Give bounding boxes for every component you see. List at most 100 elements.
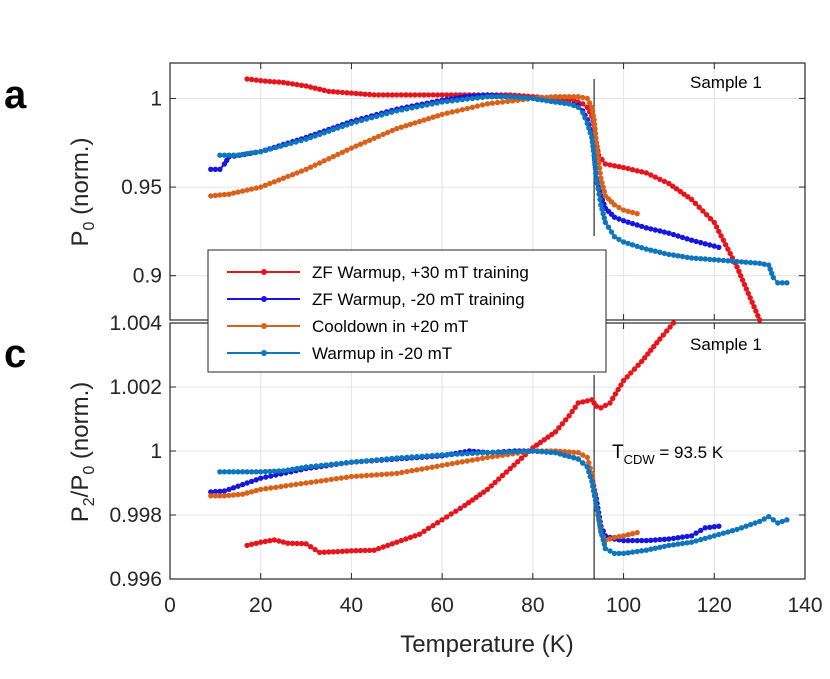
a-series-3-point bbox=[679, 253, 686, 260]
c-series-0-point bbox=[412, 533, 418, 539]
c-series-0-point bbox=[648, 347, 654, 353]
c-series-3-point bbox=[634, 548, 640, 555]
a-series-2-point bbox=[262, 182, 268, 188]
a-series-0-point bbox=[718, 233, 724, 239]
a-series-3-point bbox=[743, 259, 749, 265]
c-series-3-point bbox=[429, 452, 435, 459]
c-series-2-point bbox=[358, 473, 365, 479]
c-series-0-point bbox=[357, 547, 364, 554]
c-series-3-point bbox=[711, 533, 717, 539]
c-series-3-point bbox=[333, 461, 339, 467]
a-series-2-point bbox=[271, 179, 277, 185]
c-series-3-point bbox=[244, 469, 250, 475]
a-series-0-point bbox=[688, 196, 695, 203]
c-series-2-point bbox=[239, 491, 246, 497]
a-series-2-point bbox=[597, 170, 603, 176]
a-series-3-point bbox=[675, 253, 681, 259]
c-series-3-point bbox=[489, 449, 496, 456]
c-series-0-point bbox=[434, 520, 441, 526]
a-series-1-point bbox=[629, 220, 636, 227]
c-series-0-point bbox=[244, 542, 250, 549]
a-series-1-point bbox=[688, 237, 695, 243]
a-series-0-point bbox=[692, 200, 699, 206]
a-series-2-point bbox=[312, 162, 318, 168]
c-series-2-point bbox=[248, 489, 255, 495]
c-y-tick-label: 0.996 bbox=[109, 568, 162, 591]
c-series-0-point bbox=[462, 502, 468, 509]
c-series-3-point bbox=[716, 531, 722, 538]
a-series-0-point bbox=[385, 92, 391, 98]
a-series-3-point bbox=[278, 143, 284, 149]
a-series-3-point bbox=[698, 256, 704, 262]
c-series-0-point bbox=[271, 537, 277, 543]
c-series-3-point bbox=[561, 452, 568, 458]
a-series-2-point bbox=[276, 177, 282, 183]
c-series-2-point bbox=[616, 533, 622, 540]
a-series-3-point bbox=[268, 146, 274, 152]
a-series-0-point bbox=[696, 204, 702, 210]
a-series-3-point bbox=[561, 100, 568, 106]
c-series-0-point bbox=[541, 437, 547, 443]
c-series-2-point bbox=[303, 480, 309, 486]
x-tick-label: 80 bbox=[521, 594, 544, 617]
c-series-3-point bbox=[566, 453, 572, 460]
c-series-3-point bbox=[373, 457, 380, 463]
a-series-3-point bbox=[454, 97, 460, 103]
a-series-3-point bbox=[507, 94, 513, 100]
a-series-0-point bbox=[666, 180, 672, 187]
c-series-3-point bbox=[424, 453, 430, 459]
x-tick-label: 140 bbox=[787, 594, 822, 617]
c-series-0-point bbox=[465, 500, 472, 506]
a-series-1-point bbox=[217, 166, 223, 172]
a-series-2-point bbox=[557, 94, 563, 100]
a-series-3-point bbox=[399, 107, 405, 113]
a-series-3-point bbox=[521, 95, 527, 101]
a-series-2-point bbox=[298, 168, 305, 174]
c-series-1-point bbox=[661, 536, 668, 542]
a-series-3-point bbox=[761, 261, 767, 267]
c-series-1-point bbox=[707, 524, 713, 530]
c-series-2-point bbox=[328, 476, 334, 483]
a-series-1-point bbox=[648, 226, 654, 232]
x-axis-title: Temperature (K) bbox=[400, 631, 573, 658]
c-series-0-point bbox=[439, 517, 445, 523]
c-series-3-point bbox=[756, 518, 763, 525]
a-series-0-point bbox=[716, 228, 722, 235]
c-series-0-point bbox=[607, 400, 613, 406]
a-series-3-point bbox=[244, 151, 250, 157]
a-series-3-point bbox=[597, 196, 603, 203]
a-series-3-point bbox=[530, 95, 536, 102]
a-series-0-point bbox=[326, 88, 332, 95]
c-series-3-point bbox=[404, 454, 410, 460]
a-series-3-point bbox=[620, 239, 627, 245]
c-series-2-point bbox=[424, 465, 430, 471]
c-series-3-point bbox=[539, 448, 545, 455]
c-series-2-point bbox=[620, 533, 627, 539]
c-series-3-point bbox=[761, 516, 767, 522]
c-series-1-point bbox=[268, 473, 274, 479]
a-series-0-point bbox=[739, 277, 746, 283]
c-series-2-point bbox=[217, 493, 223, 499]
c-series-0-point bbox=[575, 400, 581, 406]
c-series-2-point bbox=[484, 454, 491, 461]
legend-marker-1 bbox=[261, 296, 267, 302]
a-series-3-point bbox=[608, 229, 615, 235]
c-series-0-point bbox=[398, 537, 404, 544]
a-series-3-point bbox=[702, 256, 708, 262]
c-series-3-point bbox=[520, 448, 526, 455]
x-tick-label: 60 bbox=[430, 594, 453, 617]
a-series-3-point bbox=[394, 108, 400, 114]
a-series-2-point bbox=[366, 137, 373, 143]
c-series-0-point bbox=[615, 386, 621, 393]
a-series-3-point bbox=[595, 186, 601, 192]
legend-label-1: ZF Warmup, -20 mT training bbox=[312, 290, 525, 309]
a-series-2-point bbox=[625, 208, 631, 214]
c-series-3-point bbox=[625, 550, 631, 556]
a-series-3-point bbox=[648, 247, 654, 253]
a-series-3-point bbox=[217, 152, 223, 158]
panel-c-ylabel: P2/P0 (norm.) bbox=[67, 382, 98, 523]
a-series-2-point bbox=[589, 104, 595, 111]
legend-marker-0 bbox=[261, 269, 267, 275]
c-series-3-point bbox=[707, 534, 713, 540]
a-series-3-point bbox=[784, 280, 790, 286]
